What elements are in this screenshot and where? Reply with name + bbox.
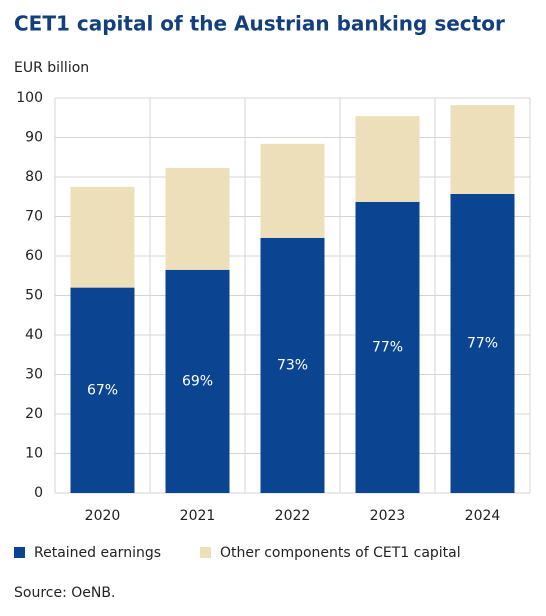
y-tick-label: 0: [34, 485, 43, 501]
bar-segment: [260, 143, 325, 238]
share-label: 77%: [467, 335, 498, 351]
share-label: 69%: [182, 373, 213, 389]
y-tick-label: 90: [25, 130, 43, 146]
x-tick-label: 2020: [85, 508, 121, 524]
legend-swatch: [14, 547, 25, 558]
x-tick-label: 2022: [275, 508, 311, 524]
y-axis-label: EUR billion: [14, 60, 89, 76]
y-tick-label: 70: [25, 209, 43, 225]
y-tick-label: 80: [25, 169, 43, 185]
bar-segment: [260, 237, 325, 493]
y-tick-label: 40: [25, 327, 43, 343]
x-tick-label: 2023: [370, 508, 406, 524]
y-tick-label: 20: [25, 406, 43, 422]
y-tick-label: 10: [25, 446, 43, 462]
bar-segment: [355, 201, 420, 493]
chart-title: CET1 capital of the Austrian banking sec…: [14, 12, 505, 36]
share-label: 67%: [87, 382, 118, 398]
legend-swatch: [200, 547, 211, 558]
x-tick-label: 2021: [180, 508, 216, 524]
bar-segment: [450, 193, 515, 494]
bar-segment: [165, 269, 230, 493]
source: Source: OeNB.: [14, 585, 115, 601]
bar-segment: [165, 167, 230, 270]
bar-segment: [450, 105, 515, 194]
share-label: 77%: [372, 339, 403, 355]
y-tick-label: 50: [25, 288, 43, 304]
legend-label: Retained earnings: [34, 545, 161, 561]
legend-label: Other components of CET1 capital: [220, 545, 461, 561]
y-tick-label: 60: [25, 248, 43, 264]
y-tick-label: 100: [16, 90, 43, 106]
bar-segment: [70, 186, 135, 288]
share-label: 73%: [277, 357, 308, 373]
bar-segment: [70, 287, 135, 493]
y-tick-label: 30: [25, 367, 43, 383]
bar-segment: [355, 116, 420, 202]
x-tick-label: 2024: [465, 508, 501, 524]
